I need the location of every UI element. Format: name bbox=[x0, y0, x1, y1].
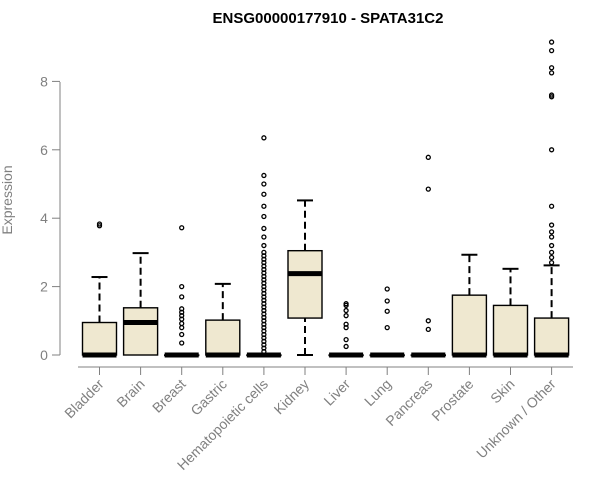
outlier-point bbox=[425, 154, 431, 160]
x-tick-label: Bladder bbox=[61, 376, 107, 422]
outlier-point bbox=[548, 260, 555, 266]
outlier-point bbox=[343, 301, 349, 307]
outlier-point bbox=[179, 294, 185, 300]
outlier-point bbox=[261, 135, 267, 141]
outlier-point bbox=[261, 234, 267, 240]
outlier-point bbox=[548, 47, 555, 54]
box-pancreas bbox=[410, 154, 446, 358]
iqr-box bbox=[205, 319, 241, 356]
outlier-point bbox=[384, 324, 390, 331]
box-unknown-other bbox=[533, 39, 570, 358]
outlier-point bbox=[343, 321, 349, 327]
outlier-point bbox=[384, 286, 390, 292]
outlier-point bbox=[548, 92, 555, 98]
outlier-point bbox=[261, 172, 267, 179]
outlier-point bbox=[548, 70, 555, 76]
y-tick-label: 0 bbox=[40, 347, 48, 363]
outlier-point bbox=[261, 203, 267, 209]
x-tick-label: Lung bbox=[361, 376, 394, 409]
x-tick-label: Kidney bbox=[271, 376, 313, 418]
outlier-point bbox=[261, 181, 267, 187]
outlier-point bbox=[343, 343, 349, 350]
box-lung bbox=[369, 286, 405, 358]
chart-title: ENSG00000177910 - SPATA31C2 bbox=[213, 10, 444, 27]
outlier-point bbox=[548, 254, 555, 261]
outlier-point bbox=[548, 65, 555, 71]
box-hematopoietic-cells bbox=[246, 135, 282, 358]
outlier-point bbox=[261, 242, 267, 249]
outlier-point bbox=[179, 320, 185, 327]
outlier-point bbox=[343, 307, 349, 314]
x-tick-label: Breast bbox=[149, 376, 189, 416]
outlier-point bbox=[96, 221, 103, 227]
iqr-box bbox=[492, 304, 529, 356]
box-gastric bbox=[205, 282, 241, 358]
outlier-point bbox=[384, 308, 390, 314]
box-skin bbox=[492, 267, 529, 358]
box-breast bbox=[163, 225, 200, 358]
box-kidney bbox=[287, 199, 323, 356]
outlier-point bbox=[343, 336, 349, 343]
outlier-point bbox=[179, 324, 185, 331]
x-tick-label: Liver bbox=[320, 376, 353, 409]
outlier-point bbox=[261, 213, 267, 220]
outlier-point bbox=[179, 340, 185, 346]
x-tick-label: Prostate bbox=[428, 376, 476, 424]
iqr-box bbox=[81, 321, 118, 356]
outlier-point bbox=[261, 225, 267, 232]
y-axis-title: Expression bbox=[0, 165, 15, 234]
outlier-point bbox=[179, 225, 185, 231]
outlier-point bbox=[425, 326, 431, 333]
outlier-point bbox=[261, 191, 267, 197]
outlier-point bbox=[261, 249, 267, 256]
outlier-point bbox=[548, 242, 555, 249]
iqr-box bbox=[287, 249, 323, 319]
outlier-point bbox=[548, 234, 555, 240]
outlier-point bbox=[384, 298, 390, 304]
outlier-point bbox=[548, 39, 555, 45]
outlier-point bbox=[548, 229, 555, 235]
iqr-box bbox=[122, 307, 159, 356]
x-tick-label: Brain bbox=[113, 376, 147, 410]
outlier-point bbox=[425, 186, 431, 192]
iqr-box bbox=[533, 317, 570, 356]
outlier-point bbox=[548, 249, 555, 256]
outlier-point bbox=[548, 147, 555, 153]
outlier-point bbox=[548, 203, 555, 209]
x-tick-label: Skin bbox=[487, 376, 518, 407]
outlier-point bbox=[343, 313, 349, 319]
box-brain bbox=[122, 252, 159, 356]
y-tick-label: 6 bbox=[40, 142, 48, 158]
iqr-box bbox=[451, 294, 488, 356]
box-bladder bbox=[81, 221, 118, 358]
y-tick-label: 2 bbox=[40, 279, 48, 295]
outlier-point bbox=[179, 331, 185, 338]
outlier-point bbox=[179, 306, 185, 312]
box-prostate bbox=[451, 253, 488, 358]
y-axis: 0 2 4 6 8 bbox=[40, 73, 61, 363]
outlier-point bbox=[425, 318, 431, 324]
box-liver bbox=[328, 301, 364, 358]
boxes-group bbox=[81, 39, 570, 358]
outlier-point bbox=[179, 283, 185, 290]
y-tick-label: 4 bbox=[40, 210, 48, 226]
outlier-point bbox=[548, 222, 555, 228]
y-tick-label: 8 bbox=[40, 73, 48, 89]
